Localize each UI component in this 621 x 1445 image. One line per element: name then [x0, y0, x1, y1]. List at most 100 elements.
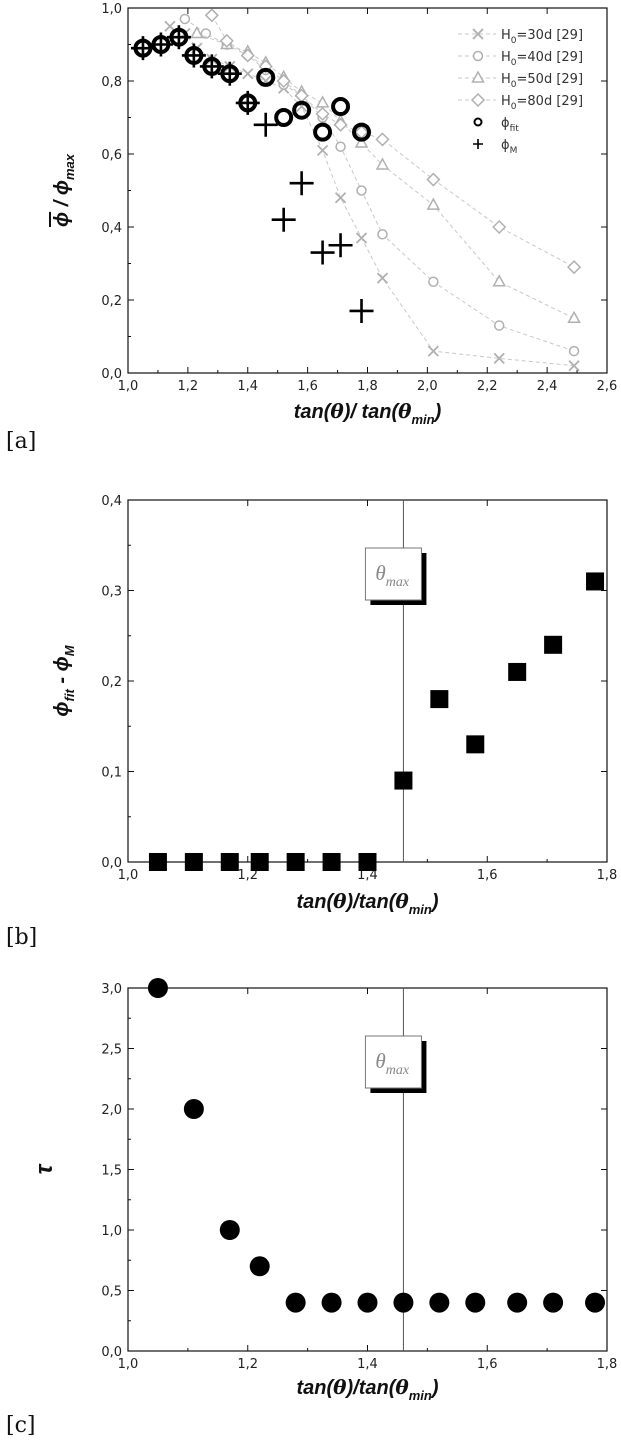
x-tick-label: 1,8: [597, 1357, 618, 1372]
data-point-ring: [256, 67, 276, 87]
data-point-circle: [568, 345, 580, 357]
x-axis-label: tan(θ)/tan(θmin): [296, 1375, 438, 1403]
data-point-circle: [179, 13, 191, 25]
x-label-part: ): [430, 1377, 439, 1399]
legend-rest: =80d [29]: [517, 94, 584, 109]
chart-panel-3: 1,0 1,2 1,4 1,6 1,80,00,51,01,52,02,53,0θmax…: [6, 978, 617, 1438]
legend-subscript: 0: [511, 36, 517, 46]
data-point-plus: [199, 54, 224, 79]
legend-marker: [472, 50, 484, 62]
data-point-triangle: [426, 197, 441, 210]
data-point-triangle: [315, 95, 330, 108]
x-tick-label: 2,6: [597, 379, 618, 394]
data-point-diamond: [204, 8, 219, 23]
series-line: [169, 25, 575, 367]
y-tick-label: 0,3: [101, 585, 122, 600]
y-tick-label: 0,0: [101, 1345, 122, 1360]
legend-symbol: H: [501, 28, 511, 43]
legend-entry: H0=30d [29]: [501, 28, 583, 46]
x-tick-label: 1,2: [237, 1357, 258, 1372]
data-point-x: [242, 68, 254, 80]
data-point-ring: [292, 100, 312, 120]
data-point-diamond: [276, 73, 291, 89]
y-label-part: ϕ: [51, 180, 73, 195]
x-label-part: θ: [333, 1375, 347, 1399]
data-point-diamond: [492, 219, 507, 235]
data-point-plus: [148, 32, 173, 57]
x-label-part: tan(: [294, 401, 333, 423]
x-tick-label: 1,2: [178, 379, 199, 394]
x-label-part: θ: [398, 399, 412, 423]
x-tick-label: 1,6: [477, 1357, 498, 1372]
x-axis-label: tan(θ)/ tan(θmin): [294, 399, 442, 427]
data-point-x: [568, 360, 580, 372]
x-tick-label: 1,8: [357, 379, 378, 394]
legend-symbol: H: [501, 94, 511, 109]
data-point-plus: [235, 90, 260, 115]
data-point-square: [148, 853, 167, 871]
legend-subscript: 0: [511, 102, 517, 112]
legend-marker: [473, 117, 483, 127]
y-tick-label: 0,6: [101, 148, 122, 163]
y-axis-label: τ: [31, 1163, 58, 1174]
data-point-plus: [271, 207, 296, 232]
legend-subscript: fit: [510, 124, 520, 134]
data-point-plus: [349, 298, 374, 323]
x-tick-label: 2,4: [537, 379, 558, 394]
x-label-part: θ: [333, 889, 347, 913]
x-axis-label: tan(θ)/tan(θmin): [296, 889, 438, 917]
data-point-plus: [130, 36, 155, 61]
x-tick-label: 1,0: [118, 868, 139, 883]
data-point-circle: [493, 320, 505, 331]
chart-panel-1: 1,0 1,2 1,4 1,6 1,8 2,0 2,2 2,4 2,6 0,0 0,2 0,4 0,6 0…: [6, 2, 617, 454]
y-label-part: ϕ: [51, 701, 73, 716]
legend-symbol: H: [501, 72, 511, 87]
panel-label: [a]: [6, 429, 36, 454]
y-tick-label: 0,5: [101, 1285, 122, 1300]
data-point-square: [508, 662, 527, 681]
x-tick-label: 2,0: [417, 379, 438, 394]
x-label-subscript: min: [412, 412, 435, 427]
data-point-x: [334, 192, 347, 204]
y-label-part: ϕ: [51, 212, 73, 227]
y-tick-label: 2,5: [101, 1043, 122, 1058]
panel-label: [b]: [6, 925, 37, 950]
legend-rest: =40d [29]: [517, 50, 584, 65]
x-label-part: )/tan(: [344, 1377, 397, 1399]
data-point-square: [430, 690, 449, 709]
x-tick-label: 1,4: [357, 1357, 378, 1372]
x-tick-label: 1,4: [357, 868, 378, 883]
legend-entry: ϕfit: [501, 116, 519, 134]
data-point-square: [250, 853, 269, 871]
y-tick-label: 0,0: [101, 367, 122, 382]
y-label-subscript: max: [62, 153, 77, 180]
x-label-part: tan(: [296, 1377, 335, 1399]
data-point-diamond: [375, 132, 390, 147]
data-point-square: [184, 853, 203, 871]
annotation-box: [364, 547, 422, 601]
y-label-part: /: [51, 195, 73, 212]
legend-entry: ϕM: [501, 138, 517, 156]
data-point-dot: [249, 1256, 270, 1277]
x-tick-label: 2,2: [477, 379, 498, 394]
data-point-ring: [274, 108, 294, 127]
x-tick-label: 1,4: [237, 379, 258, 394]
data-point-plus: [289, 171, 314, 196]
legend-subscript: 0: [511, 58, 517, 68]
data-point-triangle: [567, 310, 581, 323]
legend-marker: [473, 139, 483, 149]
x-label-part: tan(: [296, 891, 335, 913]
data-point-dot: [393, 1292, 414, 1313]
legend-marker: [471, 70, 485, 83]
y-tick-label: 0,2: [101, 675, 122, 690]
data-point-x: [427, 345, 439, 357]
data-point-circle: [335, 141, 346, 152]
data-point-plus: [181, 43, 206, 68]
annotation-symbol: θ: [375, 1049, 385, 1073]
legend-marker: [472, 28, 484, 40]
data-point-circle: [377, 229, 388, 240]
data-point-plus: [217, 61, 242, 86]
data-point-ring: [352, 122, 372, 142]
x-label-part: θ: [330, 399, 344, 423]
